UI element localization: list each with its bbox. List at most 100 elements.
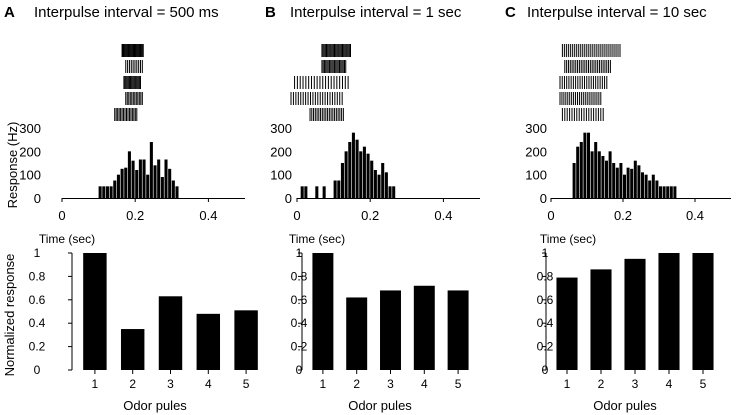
psth-bar [605,160,608,198]
psth-bar [102,186,106,198]
psth-bar [160,177,164,198]
panel-b: Time (sec) 0 0.2 0.4 0 100 200 300 Odor pules … [270,44,480,413]
psth-bar [651,174,655,198]
normalized-x-tick-label: 1 [320,377,327,391]
panel-a: Time (sec) 0 0.2 0.4 0 100 200 300 Odor pules … [19,44,258,413]
psth-xlabel-b: Time (sec) [289,232,345,246]
psth-bar [659,186,662,198]
normalized-y-tick-label: 0.8 [29,269,46,283]
psth-y-tick-label: 200 [525,144,547,159]
psth-bar [175,186,179,198]
panel-letter-a: A [4,4,15,21]
normalized-x-tick-label: 4 [666,377,673,391]
normalized-bar [692,253,714,370]
panel-title-b: Interpulse interval = 1 sec [290,4,462,21]
normalized-y-tick-label: 0.6 [29,293,46,307]
psth-x-tick-label: 0 [58,208,65,223]
psth-bar [579,142,583,198]
normalized-c: Odor pules 0 0.2 0.4 0.6 0.8 1 1 2 3 4 5 [537,246,714,413]
psth-bar [146,174,150,198]
psth-y-tick-label: 0 [285,191,292,206]
psth-bar [641,172,644,198]
normalized-y-tick-label: 0.2 [537,340,554,354]
psth-bar [608,151,612,198]
psth-x-tick-label: 0.4 [686,208,704,223]
psth-y-tick-label: 300 [19,121,41,136]
normalized-y-tick-label: 0.8 [537,269,554,283]
psth-bar [612,163,616,198]
normalized-bar [624,258,646,370]
normalized-x-tick-label: 5 [455,377,462,391]
normalized-x-tick-label: 5 [243,377,250,391]
psth-bar [633,160,637,198]
psth-bar [626,167,630,198]
psth-bar [370,160,374,198]
normalized-y-tick-label: 0.4 [29,316,46,330]
psth-bar [348,142,352,198]
psth-xlabel-c: Time (sec) [540,232,596,246]
psth-bar [590,151,594,198]
psth-bar [135,170,139,198]
psth-bar [377,174,381,198]
psth-y-tick-label: 200 [19,144,41,159]
psth-b: Time (sec) 0 0.2 0.4 0 100 200 300 [270,121,480,246]
panel-letter-c: C [505,4,516,21]
psth-bar [113,180,117,198]
psth-bar [116,174,120,198]
psth-bar [392,186,396,198]
normalized-y-tick-label: 0 [296,363,303,377]
psth-bar [388,186,392,198]
normalized-x-tick-label: 3 [632,377,639,391]
normalized-bar [234,310,258,370]
normalized-x-tick-label: 2 [598,377,605,391]
panel-title-c: Interpulse interval = 10 sec [527,4,707,21]
psth-y-tick-label: 100 [270,168,292,183]
panel-letter-b: B [265,4,276,21]
psth-x-tick-label: 0.4 [199,208,217,223]
y-axis-label-response: Response (Hz) [5,122,20,209]
normalized-y-tick-label: 0 [542,363,549,377]
psth-bar [149,142,153,198]
psth-bar [105,186,109,198]
psth-y-tick-label: 300 [525,121,547,136]
psth-bar [315,186,319,198]
normalized-bar [658,253,680,370]
psth-bar [131,160,135,198]
psth-bar [373,170,377,198]
normalized-bar [590,269,612,370]
psth-bar [355,139,359,198]
normalized-xlabel-c: Odor pules [593,398,657,413]
psth-bar [157,159,161,198]
normalized-y-tick-label: 0 [34,363,41,377]
psth-y-tick-label: 100 [525,168,547,183]
psth-bar [164,159,168,198]
psth-bar [120,168,124,198]
psth-bar [138,159,142,198]
psth-bar [362,146,366,198]
normalized-y-tick-label: 1 [296,246,303,260]
normalized-y-tick-label: 0.4 [537,316,554,330]
psth-bar [597,151,601,198]
psth-bar [127,151,131,198]
normalized-xlabel-b: Odor pules [348,398,412,413]
normalized-x-tick-label: 4 [205,377,212,391]
psth-a: Time (sec) 0 0.2 0.4 0 100 200 300 [19,121,245,246]
psth-bar [666,186,670,198]
psth-y-tick-label: 0 [34,191,41,206]
psth-x-tick-label: 0.2 [126,208,144,223]
psth-y-tick-label: 200 [270,144,292,159]
psth-bar [153,165,157,198]
psth-x-tick-label: 0 [547,208,554,223]
psth-bar [648,180,652,198]
psth-bar [587,132,590,198]
normalized-bar [158,296,183,370]
normalized-y-tick-label: 1 [34,246,41,260]
psth-bar [594,142,598,198]
psth-bar [109,186,113,198]
normalized-bar [413,285,435,370]
panel-title-a: Interpulse interval = 500 ms [34,4,219,21]
normalized-x-tick-label: 3 [167,377,174,391]
normalized-x-tick-label: 1 [564,377,571,391]
normalized-bar [196,313,221,370]
psth-bar [98,186,102,198]
